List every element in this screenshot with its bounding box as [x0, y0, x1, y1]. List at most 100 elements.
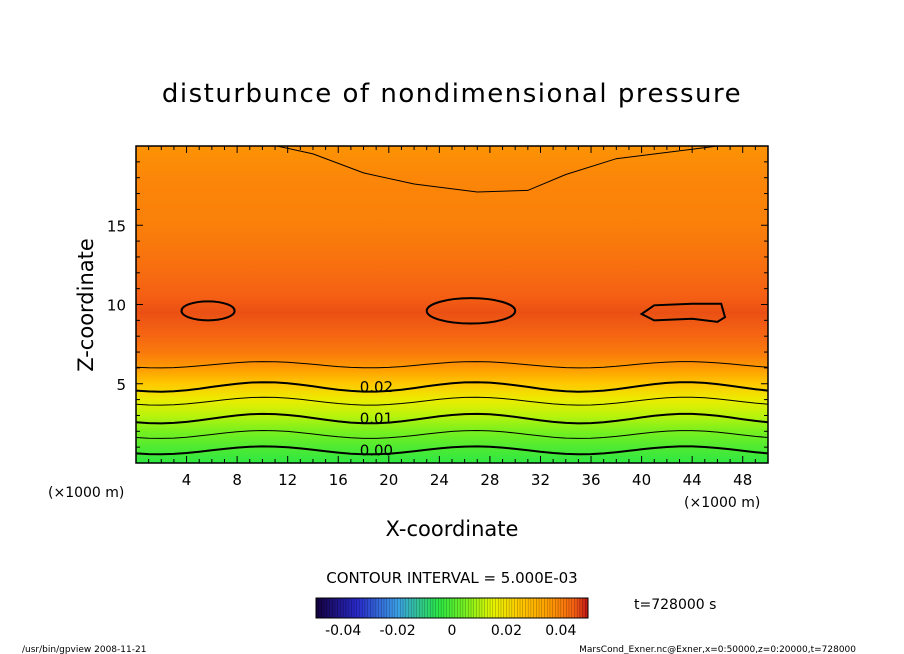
- colorbar-cell: [479, 598, 483, 618]
- colorbar: [315, 598, 589, 618]
- colorbar-cell: [571, 598, 575, 618]
- colorbar-cell: [340, 598, 344, 618]
- colorbar-tick-labels: -0.04 -0.02 0 0.02 0.04: [325, 623, 576, 639]
- colorbar-cell: [427, 598, 431, 618]
- x-tick-label-48: 48: [733, 471, 752, 489]
- colorbar-cell: [555, 598, 559, 618]
- colorbar-cell: [460, 598, 464, 618]
- colorbar-cell: [503, 598, 507, 618]
- colorbar-cell: [484, 598, 488, 618]
- x-tick-label-12: 12: [278, 471, 297, 489]
- colorbar-cell: [547, 598, 551, 618]
- colorbar-cell: [457, 598, 461, 618]
- x-tick-label-24: 24: [430, 471, 449, 489]
- footer-right: MarsCond_Exner.nc@Exner,x=0:50000,z=0:20…: [579, 645, 856, 654]
- colorbar-cell: [389, 598, 393, 618]
- colorbar-cell: [574, 598, 578, 618]
- colorbar-cell: [362, 598, 366, 618]
- colorbar-cell: [351, 598, 355, 618]
- colorbar-tick-label: -0.04: [325, 623, 361, 639]
- x-tick-label-28: 28: [480, 471, 499, 489]
- contour-line-0: [136, 445, 768, 456]
- colorbar-cell: [481, 598, 485, 618]
- colorbar-cell: [462, 598, 466, 618]
- z-tick-label-5: 5: [116, 376, 126, 394]
- contour-line-upper: [274, 146, 722, 193]
- colorbar-cell: [441, 598, 445, 618]
- colorbar-cell: [419, 598, 423, 618]
- colorbar-cell: [405, 598, 409, 618]
- colorbar-cell: [354, 598, 358, 618]
- colorbar-cell: [582, 598, 586, 618]
- colorbar-cell: [530, 598, 534, 618]
- colorbar-cell: [321, 598, 325, 618]
- colorbar-cell: [525, 598, 529, 618]
- colorbar-cell: [517, 598, 521, 618]
- colorbar-cell: [438, 598, 442, 618]
- colorbar-cell: [490, 598, 494, 618]
- x-tick-label-40: 40: [632, 471, 651, 489]
- colorbar-cell: [468, 598, 472, 618]
- colorbar-cell: [367, 598, 371, 618]
- colorbar-cell: [348, 598, 352, 618]
- colorbar-cell: [318, 598, 322, 618]
- colorbar-cell: [337, 598, 341, 618]
- colorbar-cell: [487, 598, 491, 618]
- colorbar-cell: [549, 598, 553, 618]
- colorbar-cell: [343, 598, 347, 618]
- colorbar-cell: [324, 598, 328, 618]
- colorbar-cell: [552, 598, 556, 618]
- colorbar-cell: [411, 598, 415, 618]
- colorbar-tick-label: 0.02: [491, 623, 522, 639]
- colorbar-cell: [386, 598, 390, 618]
- contour-max-center: [425, 297, 517, 325]
- colorbar-cell: [452, 598, 456, 618]
- colorbar-cell: [533, 598, 537, 618]
- contour-labels: 0.02 0.01 0.00: [360, 378, 393, 459]
- colorbar-cell: [585, 598, 589, 618]
- colorbar-cell: [492, 598, 496, 618]
- colorbar-cell: [558, 598, 562, 618]
- colorbar-cell: [400, 598, 404, 618]
- x-tick-label-32: 32: [531, 471, 550, 489]
- colorbar-cell: [498, 598, 502, 618]
- chart-title: disturbunce of nondimensional pressure: [162, 79, 742, 109]
- colorbar-cell: [378, 598, 382, 618]
- contour-max-right: [639, 302, 727, 323]
- colorbar-cell: [422, 598, 426, 618]
- colorbar-cell: [522, 598, 526, 618]
- colorbar-cell: [476, 598, 480, 618]
- contour-line-3: [136, 396, 768, 406]
- colorbar-cell: [345, 598, 349, 618]
- colorbar-cell: [430, 598, 434, 618]
- x-axis-ticks: 4 8 12 16 20 24 28 32 36 40 44 48: [148, 146, 756, 489]
- z-axis-label: Z-coordinate: [74, 238, 98, 372]
- colorbar-cell: [384, 598, 388, 618]
- colorbar-cell: [359, 598, 363, 618]
- x-tick-label-4: 4: [182, 471, 192, 489]
- colorbar-cell: [544, 598, 548, 618]
- colorbar-frame: [315, 597, 589, 619]
- plot-area: [136, 146, 768, 463]
- contour-interval-label: CONTOUR INTERVAL = 5.000E-03: [326, 569, 577, 587]
- z-axis-ticks: 5 10 15: [107, 161, 768, 448]
- colorbar-cell: [560, 598, 564, 618]
- colorbar-cell: [397, 598, 401, 618]
- colorbar-cell: [536, 598, 540, 618]
- x-tick-label-8: 8: [232, 471, 242, 489]
- colorbar-cell: [449, 598, 453, 618]
- colorbar-cell: [506, 598, 510, 618]
- x-axis-label: X-coordinate: [386, 517, 519, 541]
- colorbar-cell: [381, 598, 385, 618]
- colorbar-cell: [495, 598, 499, 618]
- z-axis-unit: (×1000 m): [48, 485, 124, 501]
- colorbar-cell: [413, 598, 417, 618]
- colorbar-cell: [509, 598, 513, 618]
- x-axis-unit: (×1000 m): [684, 495, 760, 511]
- contour-line-1: [136, 429, 768, 439]
- colorbar-cell: [332, 598, 336, 618]
- colorbar-cell: [514, 598, 518, 618]
- colorbar-cell: [403, 598, 407, 618]
- colorbar-cell: [566, 598, 570, 618]
